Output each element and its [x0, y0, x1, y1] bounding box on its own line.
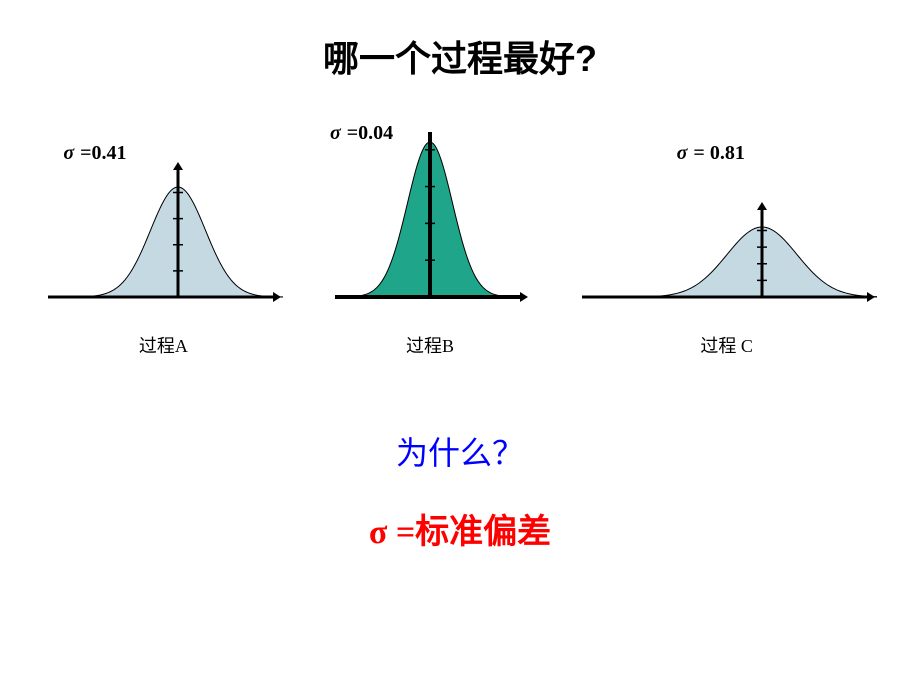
question-text: 为什么？ — [0, 428, 920, 474]
chart-c-caption: 过程 C — [700, 332, 753, 358]
chart-a-container: σ=0.41 过程A — [43, 152, 283, 358]
charts-row: σ=0.41 过程A σ=0.04 过程B σ= 0.81 过程 C — [0, 132, 920, 358]
formula-text: σ =标准偏差 — [0, 504, 920, 553]
chart-b-svg — [330, 132, 530, 312]
formula-sigma: σ — [369, 514, 388, 551]
chart-c-svg — [577, 192, 877, 312]
chart-a-svg — [43, 152, 283, 312]
sigma-label-c: σ= 0.81 — [677, 142, 745, 165]
sigma-value-c: = 0.81 — [693, 142, 744, 164]
sigma-label-b: σ =0.04 — [330, 122, 393, 145]
chart-b-caption: 过程B — [406, 332, 454, 358]
sigma-symbol-a: σ — [63, 142, 74, 164]
chart-b-container: σ=0.04 过程B — [330, 132, 530, 358]
sigma-value-b: =0.04 — [347, 122, 393, 144]
chart-c-container: σ= 0.81 过程 C — [577, 192, 877, 358]
sigma-value-a: =0.41 — [80, 142, 126, 164]
chart-a-caption: 过程A — [139, 332, 188, 358]
sigma-symbol-c: σ — [677, 142, 688, 164]
sigma-symbol-b: σ — [330, 122, 341, 144]
formula-label: =标准偏差 — [387, 514, 551, 551]
sigma-label-a: σ =0.41 — [63, 142, 126, 165]
page-title: 哪一个过程最好? — [0, 0, 920, 82]
